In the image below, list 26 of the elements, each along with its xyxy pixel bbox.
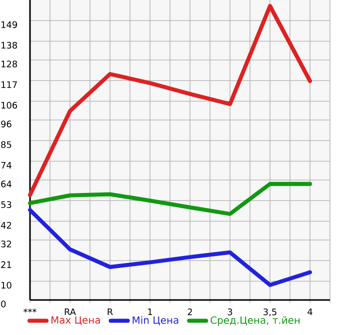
y-tick-label: 106 <box>2 102 18 109</box>
x-tick-label: 2 <box>188 308 192 316</box>
y-tick-label: 0 <box>1 300 6 308</box>
x-tick-label: 3,5 <box>264 308 276 316</box>
y-tick-label: 53 <box>1 201 12 208</box>
y-tick-label: 138 <box>2 42 18 49</box>
legend-label: Max Цена <box>52 316 100 326</box>
y-tick-label: 74 <box>1 162 12 169</box>
x-tick-label: RA <box>64 308 76 316</box>
y-tick-label: 32 <box>1 240 12 248</box>
x-tick-label: 4 <box>308 308 312 316</box>
y-tick-label: 96 <box>1 120 12 128</box>
y-tick-label: 128 <box>2 60 18 68</box>
y-tick-label: 117 <box>2 81 17 88</box>
x-tick-label: 1 <box>148 308 152 316</box>
y-tick-label: 42 <box>0 222 12 229</box>
y-tick-label: 21 <box>1 261 12 268</box>
x-tick-label: 3 <box>228 308 232 316</box>
legend-label: Min Цена <box>132 316 178 326</box>
legend-label: Сред.Цена, т.йен <box>210 316 300 326</box>
y-tick-label: 10 <box>2 282 12 289</box>
x-tick-label: R <box>108 308 113 316</box>
y-tick-label: 149 <box>2 21 17 28</box>
y-tick-label: 85 <box>1 141 12 148</box>
y-tick-label: 64 <box>1 180 12 188</box>
x-tick-label: *** <box>24 308 36 313</box>
